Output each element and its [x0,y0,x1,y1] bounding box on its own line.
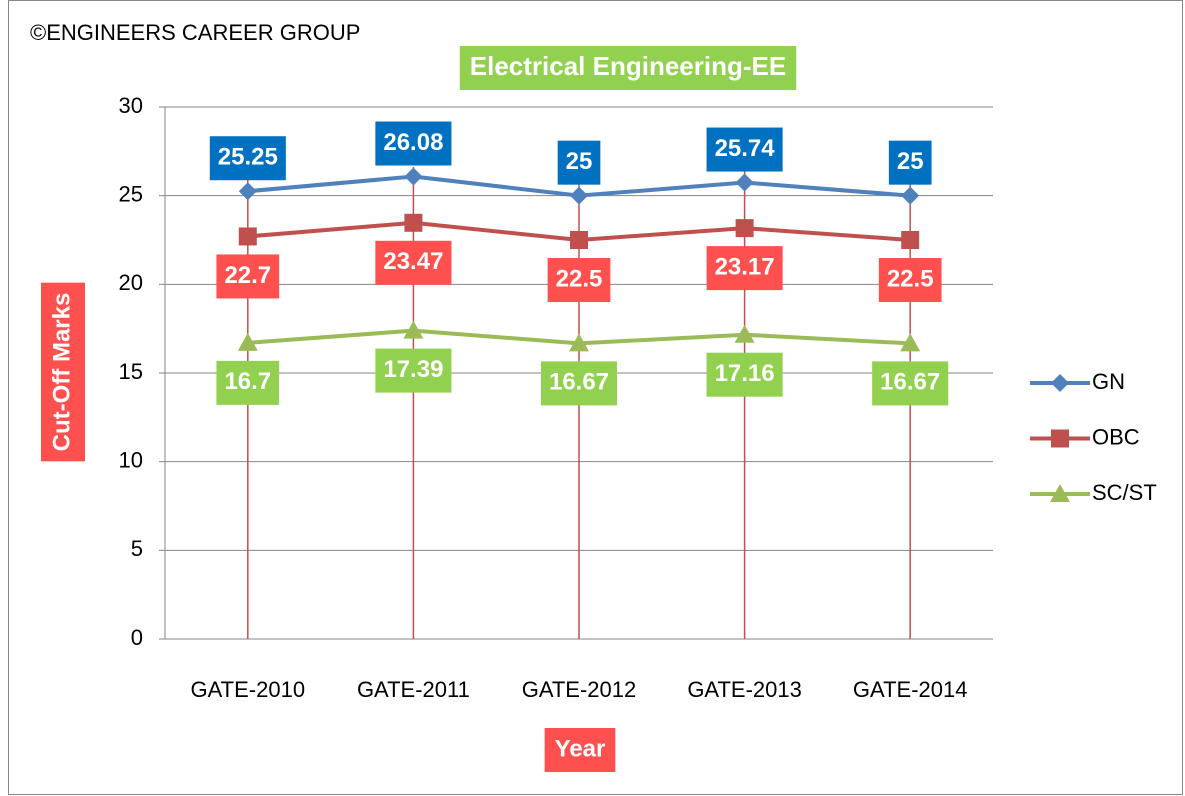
data-label-box [375,121,452,166]
data-label: 16.67 [549,369,609,396]
marker [569,333,589,352]
legend-label: GN [1092,369,1125,394]
y-tick-label: 10 [119,447,143,472]
data-label-box [547,258,611,302]
legend-marker [1051,429,1069,448]
data-label-box [706,127,783,172]
title-box [459,46,797,90]
marker [237,332,258,351]
y-tick-label: 25 [119,181,143,206]
data-label-box [216,360,280,405]
data-label: 25 [566,148,593,175]
data-label-box [540,361,618,406]
y-tick-label: 30 [119,93,143,118]
data-label: 22.5 [887,265,934,292]
data-label: 25.74 [715,135,776,162]
data-label-box [209,136,286,181]
data-label: 22.5 [556,265,603,292]
data-label-box [888,140,932,185]
marker [570,186,588,205]
marker [238,227,257,246]
data-label: 16.7 [224,368,271,395]
data-label-box [375,240,452,285]
y-tick-label: 0 [131,625,143,650]
y-label-box [41,282,85,462]
x-axis-label: Year [555,735,606,762]
x-tick-label: GATE-2012 [522,677,637,702]
marker [735,173,754,192]
marker [403,320,424,339]
data-label-box [375,348,452,393]
chart-title: Electrical Engineering-EE [470,51,786,81]
data-label-box [557,140,601,185]
marker [238,182,257,201]
legend-marker [1051,374,1069,392]
data-label: 17.16 [715,360,775,387]
x-tick-label: GATE-2014 [853,677,968,702]
y-label-group: Cut-Off Marks [41,282,85,462]
data-label: 25.25 [218,144,278,171]
data-label: 25 [897,148,924,175]
data-label-box [872,361,949,406]
marker [734,324,755,343]
legend-label: SC/ST [1092,480,1157,505]
data-label-box [706,246,783,291]
x-tick-label: GATE-2010 [191,677,306,702]
y-tick-label: 5 [131,536,143,561]
data-label: 16.67 [880,369,940,396]
data-label: 17.39 [383,356,443,383]
y-tick-label: 15 [119,359,143,384]
marker [901,186,920,205]
x-tick-label: GATE-2011 [357,677,470,702]
x-label-box [544,728,616,772]
marker [570,231,588,249]
data-label: 23.17 [715,253,775,280]
marker [404,167,423,186]
watermark: ©ENGINEERS CAREER GROUP [30,20,360,45]
data-label: 23.47 [383,248,443,275]
legend-marker [1050,484,1070,502]
legend-label: OBC [1092,424,1140,449]
data-label-box [216,254,280,299]
x-tick-label: GATE-2013 [687,677,802,702]
marker [735,219,754,238]
data-label: 26.08 [383,129,443,156]
marker [901,231,920,249]
y-tick-label: 20 [119,270,143,295]
data-label-box [878,258,942,302]
marker [900,333,921,352]
data-label-box [706,352,783,397]
y-axis-label: Cut-Off Marks [48,293,75,452]
data-label: 22.7 [224,262,271,289]
marker [404,213,423,232]
